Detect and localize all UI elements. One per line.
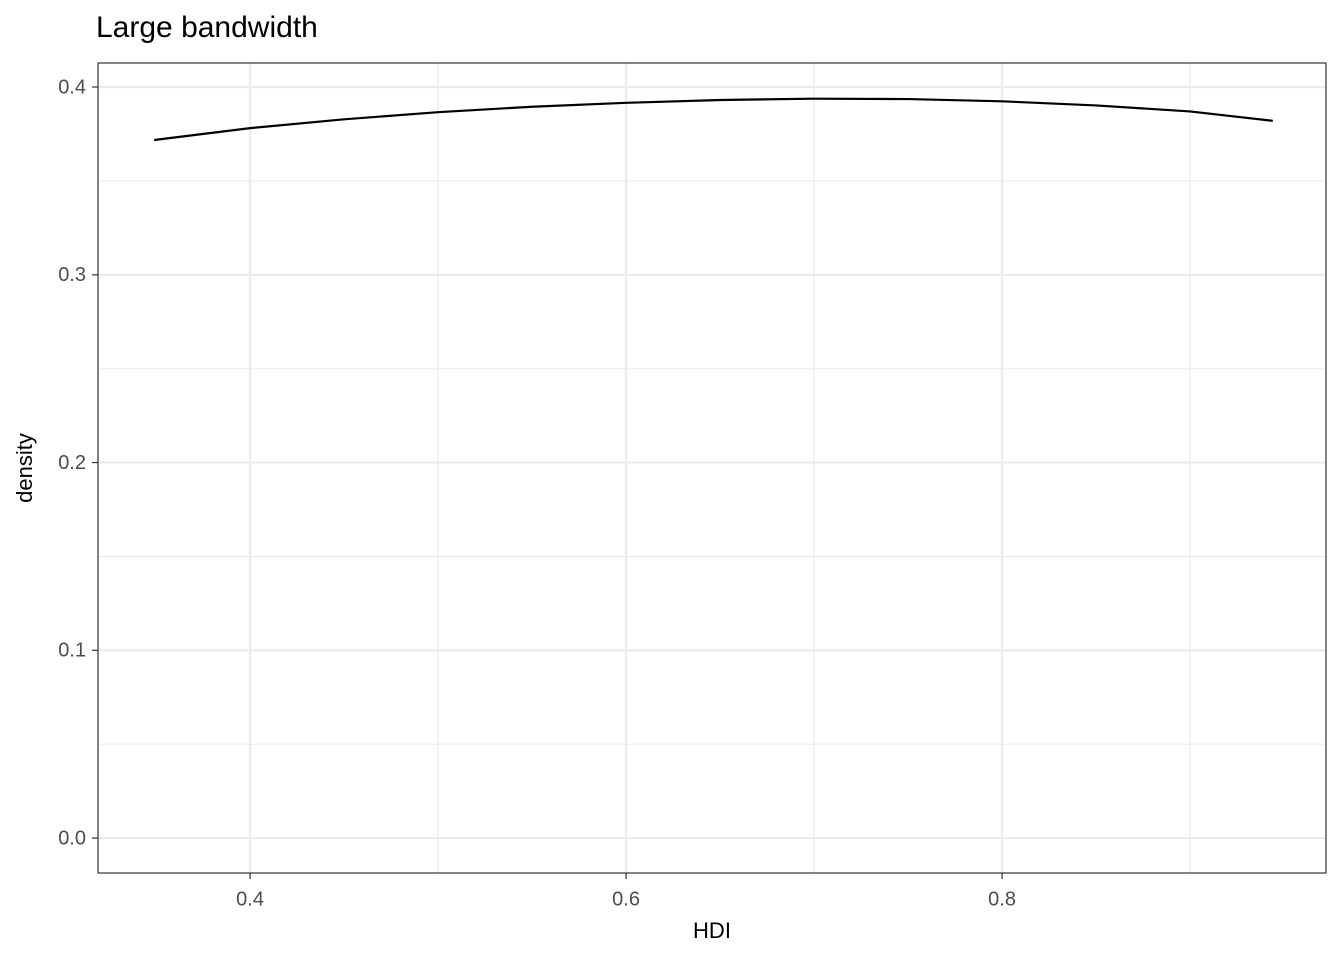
density-line <box>154 97 1273 142</box>
y-tick-label: 0.0 <box>58 827 86 849</box>
panel-border <box>97 62 1327 874</box>
y-tick-label: 0.1 <box>58 640 86 662</box>
x-tick-label: 0.8 <box>988 888 1016 910</box>
x-tick-label: 0.6 <box>612 888 640 910</box>
x-axis-label: HDI <box>693 918 731 943</box>
y-tick-label: 0.4 <box>58 76 86 98</box>
y-tick-label: 0.3 <box>58 264 86 286</box>
chart-title: Large bandwidth <box>96 11 318 44</box>
y-axis-label: density <box>12 433 37 503</box>
y-tick-label: 0.2 <box>58 452 86 474</box>
x-tick-label: 0.4 <box>236 888 264 910</box>
